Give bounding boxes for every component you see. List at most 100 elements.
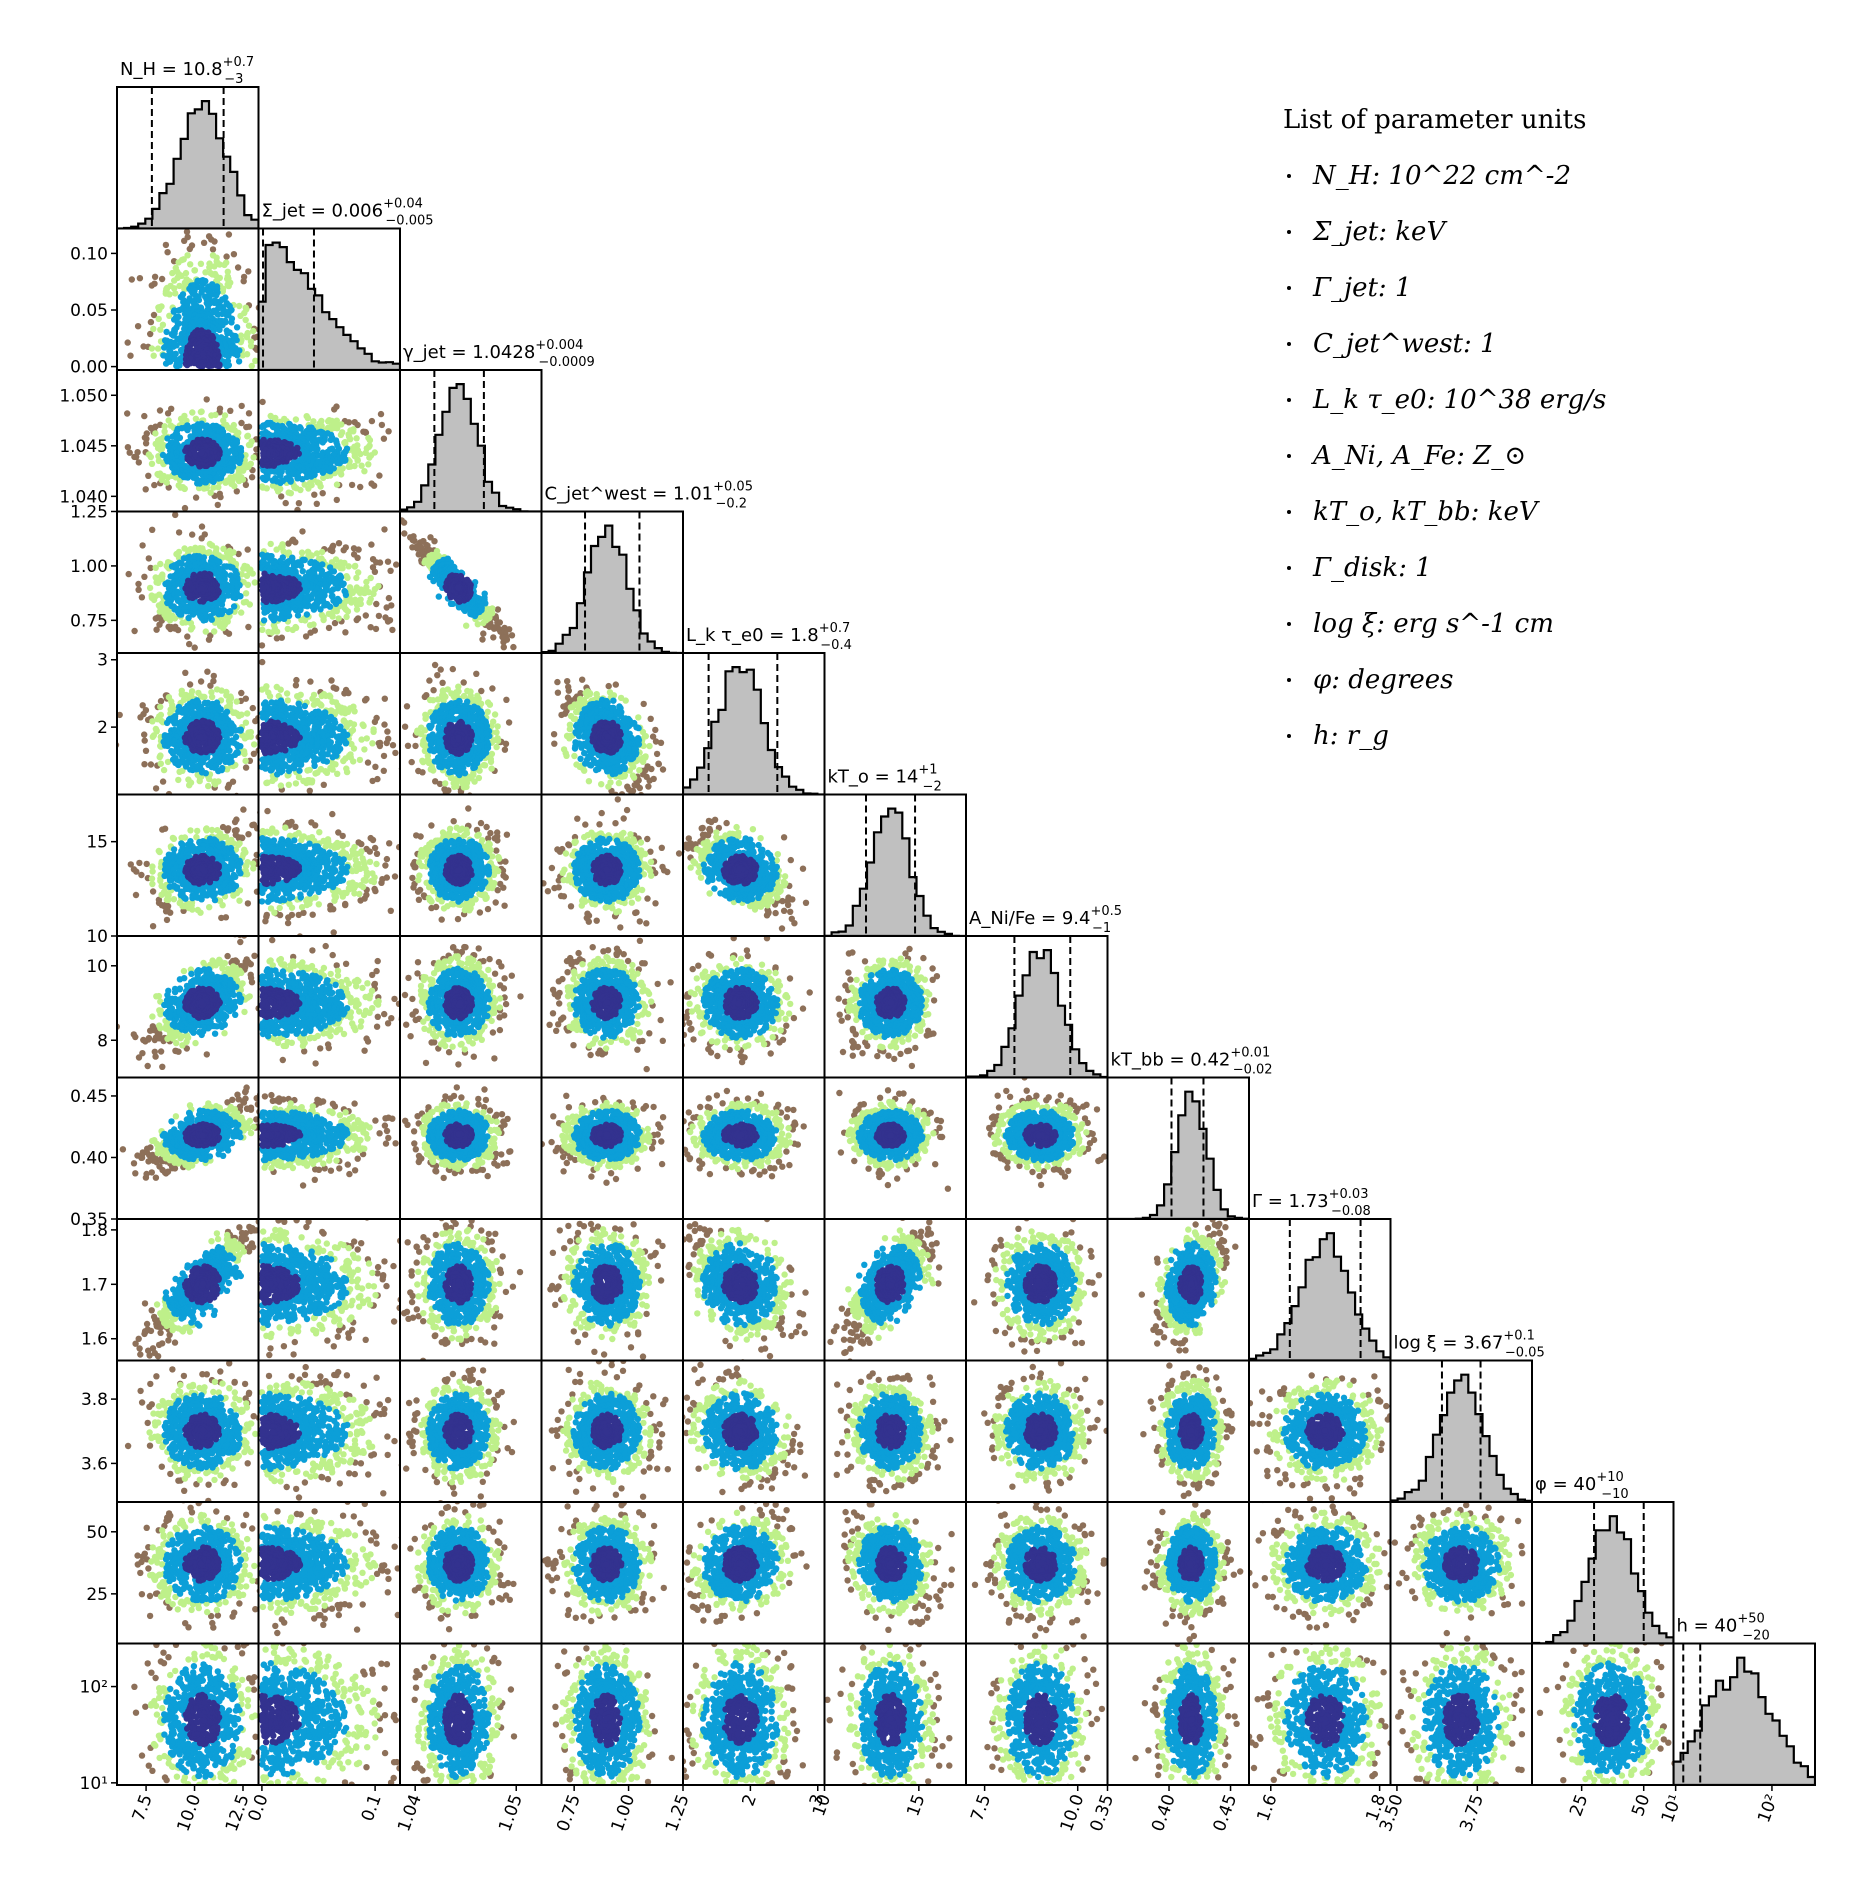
scatter-Gamma-A_NiFe <box>971 1219 1103 1355</box>
panel-gamma_jet-NH: 1.040 1.045 1.050 <box>59 369 260 513</box>
scatter-kT_bb-Lk_tau_e0 <box>683 1087 807 1180</box>
scatter-kT_bb-NH <box>119 1084 259 1181</box>
scatter-log_xi-kT_bb <box>1140 1362 1236 1500</box>
scatter-Gamma-kT_bb <box>1138 1219 1239 1354</box>
scatter-Lk_tau_e0-Sigma_jet <box>258 658 400 794</box>
ytick-Lk_tau_e0: 2 <box>97 718 108 738</box>
ytick-kT_bb: 0.40 <box>70 1148 108 1168</box>
scatter-Gamma-kT_o <box>827 1219 943 1361</box>
param-title-gamma_jet: γ_jet = 1.0428+0.004 −0.0009 <box>403 338 595 370</box>
histogram-NH <box>117 100 259 229</box>
panel-Sigma_jet-Sigma_jet: Σ_jet = 0.006+0.04 −0.005 <box>257 197 434 371</box>
xtick-C_jet_west: 1.00 <box>608 1792 640 1834</box>
histogram-h <box>1673 1656 1815 1785</box>
ytick-log_xi: 3.6 <box>81 1454 108 1474</box>
legend-item: Γ_disk: 1 <box>1312 553 1432 583</box>
panel-h-kT_bb: 0.35 0.40 0.45 <box>1086 1642 1250 1834</box>
param-title-kT_bb: kT_bb = 0.42+0.01 −0.02 <box>1111 1046 1273 1078</box>
scatter-A_NiFe-gamma_jet <box>401 943 524 1068</box>
scatter-phi-kT_o <box>841 1502 955 1634</box>
scatter-Gamma-C_jet_west <box>547 1219 666 1360</box>
histogram-Gamma <box>1249 1232 1391 1361</box>
scatter-h-Lk_tau_e0 <box>683 1643 806 1785</box>
panel-Gamma-kT_bb <box>1106 1218 1250 1362</box>
scatter-h-C_jet_west <box>552 1643 675 1785</box>
xtick-phi: 50 <box>1628 1792 1654 1819</box>
panel-phi-kT_bb <box>1106 1501 1250 1645</box>
xtick-NH: 7.5 <box>129 1792 157 1824</box>
panel-log_xi-Lk_tau_e0 <box>682 1359 826 1503</box>
panel-Gamma-A_NiFe <box>965 1218 1109 1362</box>
xtick-NH: 10.0 <box>173 1792 205 1834</box>
panel-kT_o-kT_o: kT_o = 14+1 −2 <box>823 763 967 937</box>
panel-A_NiFe-A_NiFe: A_Ni/Fe = 9.4+0.5 −1 <box>965 904 1122 1079</box>
panel-C_jet_west-C_jet_west: C_jet^west = 1.01+0.05 −0.2 <box>540 480 753 654</box>
panel-C_jet_west-gamma_jet <box>399 510 543 654</box>
panel-kT_bb-kT_o <box>823 1076 967 1220</box>
legend-item: N_H: 10^22 cm^-2 <box>1312 161 1571 191</box>
histogram-gamma_jet <box>400 383 542 512</box>
scatter-A_NiFe-kT_o <box>835 945 941 1070</box>
param-title-log_xi: log ξ = 3.67+0.1 −0.05 <box>1394 1329 1545 1361</box>
ytick-Gamma: 1.6 <box>81 1330 108 1350</box>
panel-phi-Lk_tau_e0 <box>682 1501 826 1645</box>
scatter-h-kT_o <box>824 1643 953 1785</box>
panel-phi-Sigma_jet <box>257 1501 401 1645</box>
xtick-A_NiFe: 10.0 <box>1057 1792 1089 1834</box>
xtick-Sigma_jet: 0.1 <box>358 1792 386 1824</box>
ytick-log_xi: 3.8 <box>81 1390 108 1410</box>
scatter-A_NiFe-Sigma_jet <box>258 936 400 1067</box>
ytick-Sigma_jet: 0.00 <box>70 358 108 378</box>
legend-bullet <box>1287 230 1291 234</box>
panel-grid: N_H = 10.8+0.7 −3 0.00 0.05 0.10 Σ_jet = 0.00… <box>59 55 1816 1834</box>
legend-bullet <box>1287 678 1291 682</box>
panel-log_xi-Gamma <box>1248 1359 1392 1503</box>
panel-h-Gamma: 1.6 1.8 <box>1248 1642 1392 1824</box>
panel-log_xi-gamma_jet <box>399 1359 543 1503</box>
panel-h-phi: 25 50 <box>1531 1642 1675 1819</box>
legend-item: A_Ni, A_Fe: Z_⊙ <box>1311 441 1526 471</box>
param-title-h: h = 40+50 −20 <box>1677 1612 1770 1644</box>
xtick-C_jet_west: 1.25 <box>662 1792 694 1834</box>
histogram-kT_bb <box>1107 1090 1249 1219</box>
panel-phi-Gamma <box>1248 1501 1392 1645</box>
ytick-h: 10¹ <box>80 1774 108 1794</box>
scatter-kT_bb-kT_o <box>836 1087 952 1192</box>
panel-h-gamma_jet: 1.04 1.05 <box>394 1642 543 1834</box>
scatter-phi-NH <box>134 1502 259 1631</box>
histogram-phi <box>1532 1515 1674 1644</box>
panel-kT_o-Sigma_jet <box>257 793 401 937</box>
panel-log_xi-kT_bb <box>1106 1359 1250 1503</box>
panel-Lk_tau_e0-Lk_tau_e0: L_k τ_e0 = 1.8+0.7 −0.4 <box>682 621 852 796</box>
panel-Lk_tau_e0-Sigma_jet <box>257 652 401 796</box>
scatter-Gamma-NH <box>132 1219 259 1360</box>
scatter-C_jet_west-NH <box>125 511 258 651</box>
panel-Lk_tau_e0-C_jet_west <box>540 652 684 796</box>
scatter-h-A_NiFe <box>984 1643 1106 1785</box>
ytick-C_jet_west: 1.00 <box>70 557 108 577</box>
panel-Gamma-gamma_jet <box>399 1218 543 1362</box>
xtick-log_xi: 3.75 <box>1456 1792 1488 1834</box>
scatter-log_xi-NH <box>124 1360 259 1502</box>
panel-A_NiFe-gamma_jet <box>399 935 543 1079</box>
legend-bullet <box>1287 566 1291 570</box>
scatter-phi-C_jet_west <box>542 1502 667 1625</box>
panel-Gamma-Lk_tau_e0 <box>682 1218 826 1362</box>
xtick-Lk_tau_e0: 2 <box>739 1792 761 1809</box>
scatter-log_xi-kT_o <box>833 1370 954 1495</box>
legend-bullet <box>1287 454 1291 458</box>
scatter-Gamma-Lk_tau_e0 <box>683 1219 809 1361</box>
xtick-kT_bb: 0.35 <box>1086 1792 1118 1834</box>
scatter-log_xi-A_NiFe <box>981 1360 1108 1494</box>
panel-A_NiFe-kT_o <box>823 935 967 1079</box>
xtick-gamma_jet: 1.05 <box>495 1792 527 1834</box>
ytick-gamma_jet: 1.040 <box>59 487 108 507</box>
xtick-Gamma: 1.6 <box>1253 1792 1281 1824</box>
panel-kT_o-NH: 10 15 <box>86 793 260 947</box>
scatter-log_xi-Lk_tau_e0 <box>683 1361 809 1496</box>
legend-bullet <box>1287 622 1291 626</box>
param-title-NH: N_H = 10.8+0.7 −3 <box>120 55 254 87</box>
panel-phi-C_jet_west <box>540 1501 684 1645</box>
scatter-phi-A_NiFe <box>971 1502 1108 1640</box>
histogram-log_xi <box>1390 1373 1532 1502</box>
